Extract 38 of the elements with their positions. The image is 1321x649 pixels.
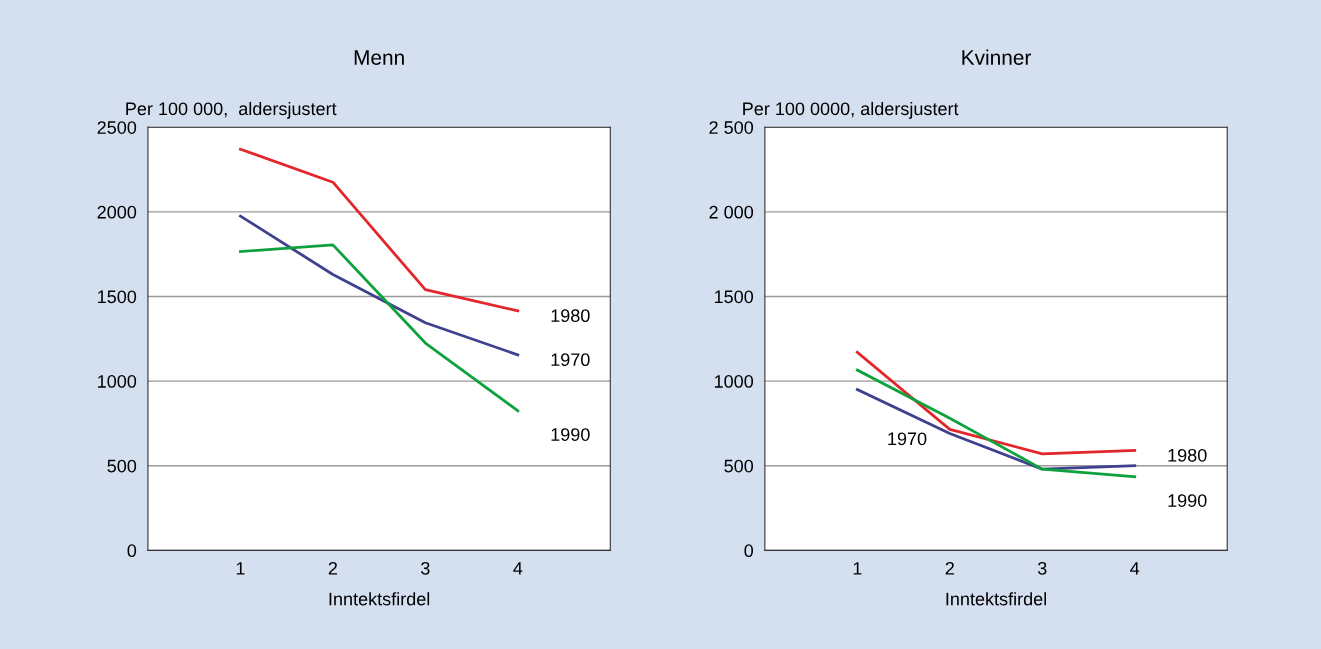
line-series xyxy=(855,350,1137,456)
series-label: 1970 xyxy=(551,353,590,367)
y-tick-label: 2 000 xyxy=(709,205,754,219)
x-tick-label: 3 xyxy=(1037,561,1047,575)
y-tick-label: 1000 xyxy=(98,375,137,388)
line-series xyxy=(855,388,1137,471)
line-series xyxy=(239,243,520,413)
x-tick-label: 2 xyxy=(328,561,338,575)
line-series xyxy=(239,147,520,313)
y-tick-label: 500 xyxy=(724,459,754,473)
y-tick-label: 1500 xyxy=(98,290,137,304)
series-label: 1980 xyxy=(551,309,590,323)
text: 1990 xyxy=(1168,494,1207,507)
y-tick-label: 2000 xyxy=(97,205,137,219)
y-axis-title: Per 100 000, aldersjustert xyxy=(126,101,337,119)
x-tick-label: 4 xyxy=(513,562,523,575)
x-tick-label: 1 xyxy=(236,562,245,575)
y-tick-label: 0 xyxy=(744,544,754,558)
series-label: 1980 xyxy=(1168,448,1207,462)
line-series xyxy=(855,368,1137,479)
series-label: 1970 xyxy=(888,432,927,446)
x-tick-label: 4 xyxy=(1130,562,1140,575)
y-tick-label: 2 500 xyxy=(709,121,754,134)
chart-title: Menn xyxy=(354,50,404,65)
x-tick-label: 1 xyxy=(853,562,862,575)
y-tick-label: 1000 xyxy=(714,375,754,388)
y-tick-label: 1500 xyxy=(714,290,754,304)
line-series xyxy=(239,214,520,357)
x-tick-label: 2 xyxy=(945,561,954,575)
chart-title: Kvinner xyxy=(962,49,1032,65)
y-tick-label: 2500 xyxy=(97,121,137,134)
text: 1990 xyxy=(551,428,590,441)
x-tick-label: 3 xyxy=(421,561,430,575)
x-axis-title: Inntektsfirdel xyxy=(946,592,1047,606)
y-tick-label: 0 xyxy=(127,544,137,558)
y-tick-label: 500 xyxy=(107,459,137,473)
y-axis-title: Per 100 0000, aldersjustert xyxy=(743,101,959,119)
x-axis-title: Inntektsfirdel xyxy=(329,592,430,606)
